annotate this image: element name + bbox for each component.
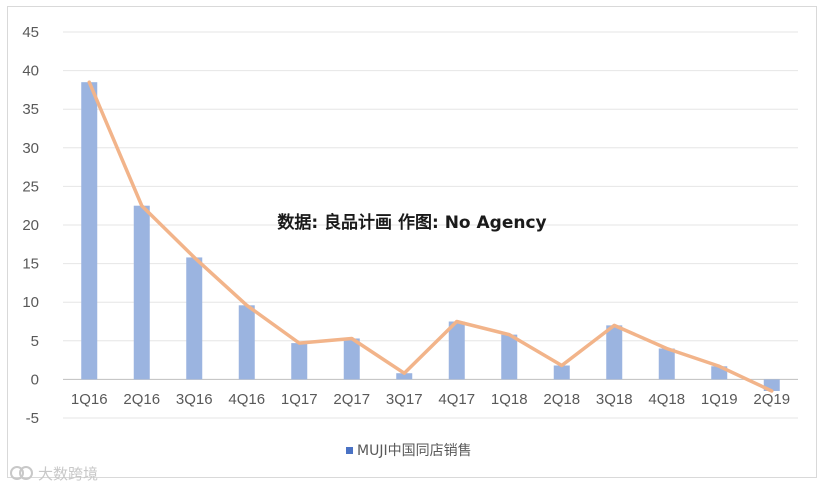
y-tick-label: 0 [31, 371, 39, 388]
x-tick-label: 4Q17 [438, 391, 475, 408]
x-tick-label: 1Q17 [281, 391, 318, 408]
legend: MUJI中国同店销售 [346, 443, 472, 459]
trend-line-series [87, 80, 774, 393]
bar-1Q16 [81, 82, 98, 380]
y-tick-label: 5 [31, 333, 39, 350]
bar-series [81, 82, 780, 391]
gridlines [63, 31, 798, 419]
bar-2Q16 [133, 205, 150, 380]
x-tick-label: 4Q16 [228, 391, 265, 408]
x-tick-label: 2Q19 [753, 391, 790, 408]
x-tick-label: 3Q16 [176, 391, 213, 408]
bar-2Q19 [763, 379, 780, 391]
trend-point-4Q18 [665, 347, 669, 351]
trend-point-1Q16 [87, 80, 91, 84]
y-tick-label: 30 [22, 140, 39, 157]
trend-point-2Q18 [560, 364, 564, 368]
watermark-text: 大数跨境 [38, 465, 98, 483]
x-tick-label: 1Q19 [701, 391, 738, 408]
y-axis-ticks: -5 0 5 10 15 20 25 30 35 40 45 [22, 24, 39, 427]
y-tick-label: 45 [22, 24, 39, 41]
x-tick-label: 3Q18 [596, 391, 633, 408]
bar-3Q18 [606, 325, 623, 380]
x-tick-label: 1Q16 [71, 391, 108, 408]
x-tick-label: 1Q18 [491, 391, 528, 408]
y-tick-label: 40 [22, 63, 39, 80]
x-tick-label: 2Q16 [123, 391, 160, 408]
source-annotation: 数据: 良品计画 作图: No Agency [277, 212, 546, 233]
x-tick-label: 4Q18 [648, 391, 685, 408]
trend-point-3Q16 [192, 255, 196, 259]
x-tick-label: 2Q18 [543, 391, 580, 408]
x-tick-label: 3Q17 [386, 391, 423, 408]
bar-3Q16 [186, 257, 203, 380]
bar-2Q18 [553, 365, 570, 380]
trend-point-2Q19 [770, 389, 774, 393]
trend-point-2Q16 [140, 204, 144, 208]
y-tick-label: 20 [22, 217, 39, 234]
legend-label: MUJI中国同店销售 [357, 443, 472, 459]
y-tick-label: 25 [22, 178, 39, 195]
trend-point-1Q17 [297, 341, 301, 345]
trend-line [87, 80, 774, 393]
x-tick-label: 2Q17 [333, 391, 370, 408]
x-axis-ticks: 1Q16 2Q16 3Q16 4Q16 1Q17 2Q17 3Q17 4Q17 1Q18 2Q18… [71, 391, 790, 408]
bar-4Q16 [238, 305, 255, 380]
bar-1Q18 [501, 334, 518, 380]
watermark: 大数跨境 [10, 465, 98, 483]
chart-frame: -5 0 5 10 15 20 25 30 35 40 45 1Q16 2Q16 3Q16 4Q16 1Q1… [7, 6, 817, 478]
trend-point-4Q17 [455, 320, 459, 323]
trend-point-1Q18 [507, 333, 511, 337]
y-tick-label: 10 [22, 294, 39, 311]
bar-4Q18 [658, 348, 675, 380]
trend-point-3Q17 [402, 371, 406, 375]
trend-point-1Q19 [717, 364, 721, 368]
legend-marker [346, 447, 353, 454]
bar-4Q17 [448, 321, 465, 380]
y-tick-label: 15 [22, 256, 39, 273]
y-tick-label: 35 [22, 101, 39, 118]
bar-3Q17 [396, 373, 413, 380]
trend-point-2Q17 [350, 336, 354, 340]
trend-point-3Q18 [612, 323, 616, 327]
watermark-logo-icon [10, 466, 33, 480]
bar-2Q17 [343, 338, 360, 380]
bar-1Q17 [291, 343, 308, 380]
y-tick-label: -5 [26, 410, 39, 427]
trend-point-4Q16 [245, 303, 249, 307]
